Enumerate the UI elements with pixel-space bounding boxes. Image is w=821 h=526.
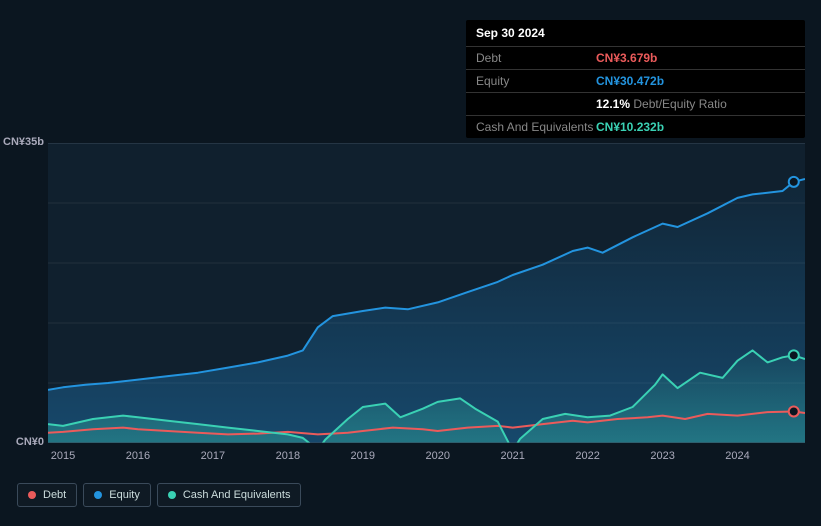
tooltip-row: 12.1% Debt/Equity Ratio: [466, 92, 805, 115]
tooltip-row-label: [476, 97, 596, 111]
x-tick-label: 2018: [276, 450, 300, 462]
y-tick-label: CN¥35b: [3, 136, 44, 148]
debt-marker: [789, 406, 799, 416]
x-tick-label: 2015: [51, 450, 75, 462]
legend-label: Cash And Equivalents: [183, 489, 291, 501]
legend-label: Equity: [109, 489, 140, 501]
x-tick-label: 2021: [500, 450, 524, 462]
legend-equity[interactable]: Equity: [83, 483, 151, 507]
tooltip-row-label: Debt: [476, 51, 596, 65]
tooltip-row: DebtCN¥3.679b: [466, 46, 805, 69]
y-tick-label: CN¥0: [16, 436, 44, 448]
line-chart-svg: [48, 143, 805, 443]
equity-marker: [789, 177, 799, 187]
tooltip-row-value: CN¥10.232b: [596, 120, 664, 134]
tooltip-row-value: CN¥30.472b: [596, 74, 664, 88]
tooltip-row-value: 12.1% Debt/Equity Ratio: [596, 97, 727, 111]
chart-area[interactable]: [48, 143, 805, 443]
x-tick-label: 2022: [575, 450, 599, 462]
tooltip-row-label: Cash And Equivalents: [476, 120, 596, 134]
legend: Debt Equity Cash And Equivalents: [17, 483, 301, 507]
legend-dot-icon: [168, 491, 176, 499]
x-tick-label: 2020: [425, 450, 449, 462]
legend-label: Debt: [43, 489, 66, 501]
x-tick-label: 2024: [725, 450, 749, 462]
x-tick-label: 2023: [650, 450, 674, 462]
legend-dot-icon: [28, 491, 36, 499]
data-tooltip: Sep 30 2024 DebtCN¥3.679bEquityCN¥30.472…: [466, 20, 805, 138]
tooltip-row: EquityCN¥30.472b: [466, 69, 805, 92]
tooltip-row-label: Equity: [476, 74, 596, 88]
legend-debt[interactable]: Debt: [17, 483, 77, 507]
x-tick-label: 2017: [201, 450, 225, 462]
tooltip-row: Cash And EquivalentsCN¥10.232b: [466, 115, 805, 138]
cash-marker: [789, 350, 799, 360]
tooltip-date: Sep 30 2024: [466, 20, 805, 46]
legend-cash[interactable]: Cash And Equivalents: [157, 483, 302, 507]
tooltip-row-value: CN¥3.679b: [596, 51, 657, 65]
x-tick-label: 2016: [126, 450, 150, 462]
chart-container: Sep 30 2024 DebtCN¥3.679bEquityCN¥30.472…: [0, 0, 821, 526]
legend-dot-icon: [94, 491, 102, 499]
x-tick-label: 2019: [351, 450, 375, 462]
